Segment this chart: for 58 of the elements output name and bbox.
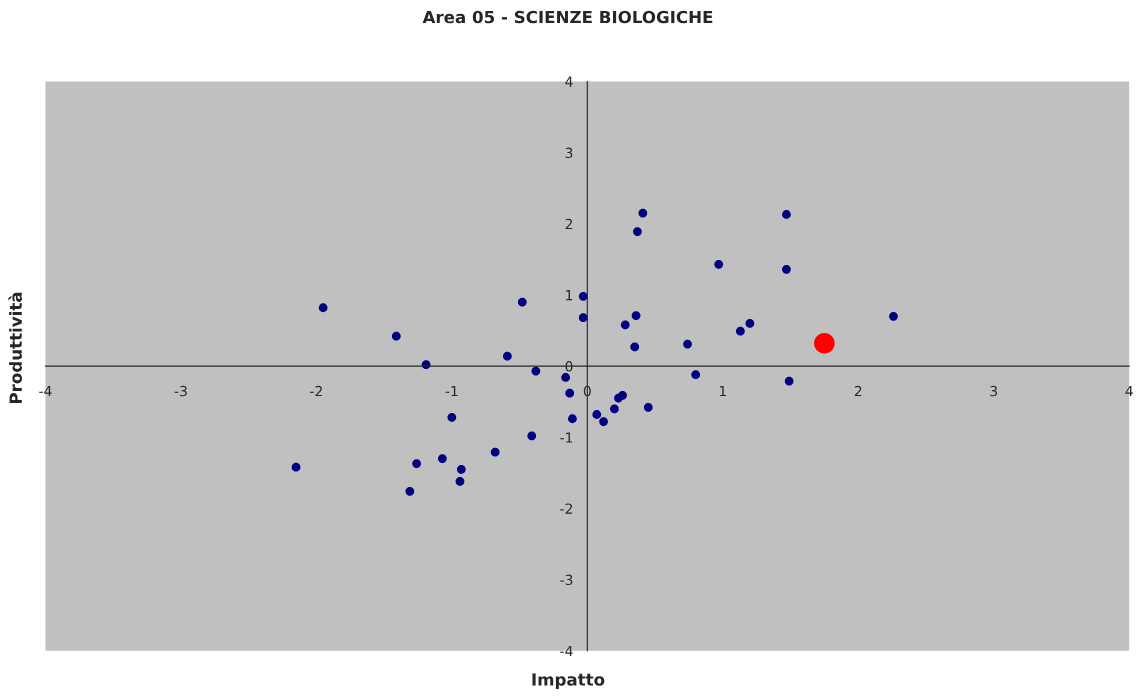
point — [517, 297, 527, 307]
point — [889, 311, 898, 321]
chart-title: Area 05 - SCIENZE BIOLOGICHE — [422, 10, 713, 24]
point — [578, 291, 588, 301]
point — [412, 459, 422, 468]
point — [618, 390, 627, 400]
x-axis-title: Impatto — [532, 673, 605, 690]
x-tick-label: -3 — [174, 385, 187, 397]
point — [531, 366, 541, 376]
x-tick-label: 4 — [1125, 385, 1133, 397]
point — [490, 447, 500, 457]
point — [456, 464, 466, 474]
point — [527, 431, 537, 441]
point — [405, 486, 415, 496]
point — [610, 404, 619, 414]
point — [568, 414, 577, 424]
point — [691, 370, 701, 380]
point — [437, 454, 447, 463]
y-tick-label: 4 — [565, 76, 573, 87]
point — [620, 320, 630, 330]
y-tick-label: 3 — [565, 147, 573, 159]
point — [455, 476, 465, 486]
x-tick-label: -2 — [310, 385, 322, 397]
point — [578, 313, 588, 323]
y-tick-label: 1 — [566, 290, 573, 301]
point — [631, 311, 641, 320]
point — [502, 351, 512, 361]
y-tick-label: 2 — [565, 218, 573, 230]
point — [782, 264, 791, 274]
x-tick-label: 1 — [719, 385, 726, 397]
y-tick-label: -4 — [560, 645, 573, 657]
y-tick-label: -3 — [560, 574, 573, 586]
point — [318, 303, 328, 313]
point — [391, 331, 401, 341]
point — [630, 342, 640, 352]
x-tick-label: -4 — [39, 385, 52, 397]
x-tick-label: -1 — [445, 385, 458, 397]
point — [782, 210, 791, 219]
point — [599, 417, 608, 426]
y-axis-title: Produttività — [8, 292, 22, 404]
point — [638, 208, 648, 218]
point — [683, 339, 692, 349]
point — [643, 402, 653, 412]
point — [633, 227, 642, 236]
point — [565, 388, 575, 398]
point — [736, 326, 745, 336]
point — [592, 410, 602, 419]
x-tick-label: 3 — [990, 385, 998, 397]
point — [814, 333, 835, 354]
point — [745, 319, 755, 328]
y-tick-label: -2 — [560, 503, 573, 514]
point — [561, 373, 571, 382]
point — [291, 462, 301, 472]
y-tick-label: -1 — [560, 432, 573, 443]
point — [447, 412, 457, 422]
point — [784, 376, 794, 386]
x-tick-label: 2 — [854, 385, 862, 397]
point — [714, 259, 724, 269]
